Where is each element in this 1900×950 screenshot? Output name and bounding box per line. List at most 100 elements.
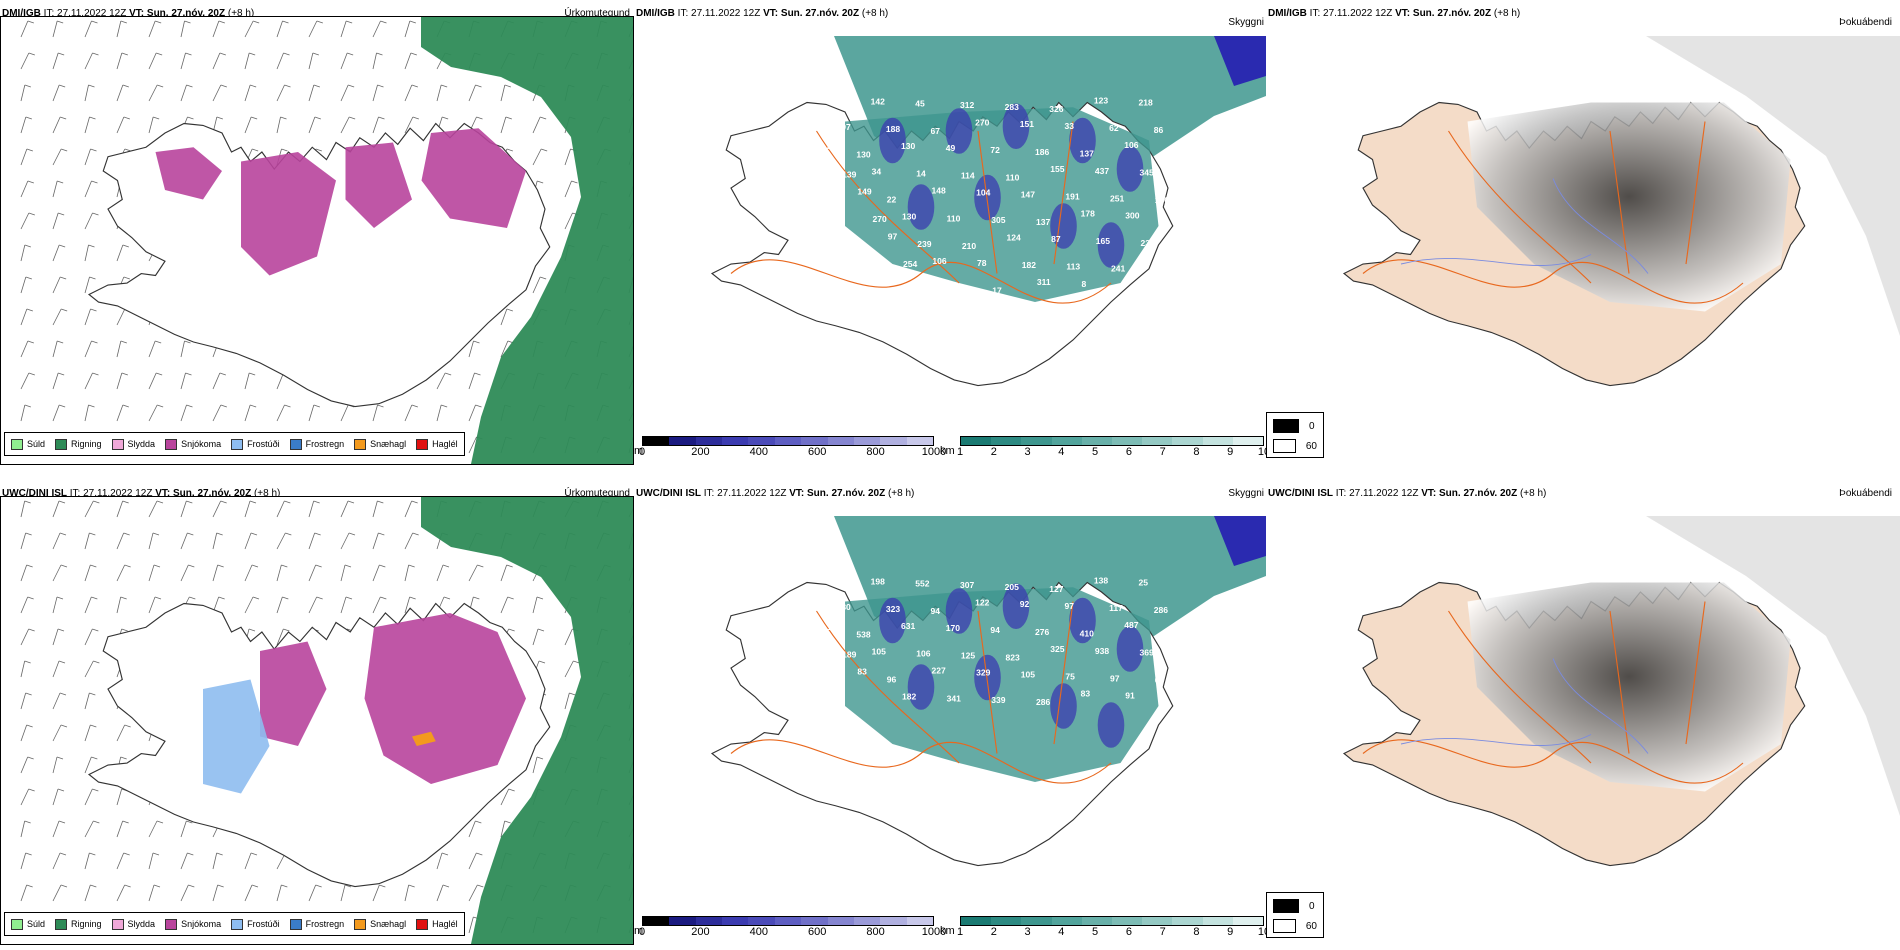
wind-barb-flag bbox=[28, 628, 35, 632]
wind-barb-flag bbox=[155, 20, 162, 24]
wind-barb-flag bbox=[61, 308, 68, 312]
wind-barb bbox=[212, 532, 218, 550]
scale-cell bbox=[774, 437, 802, 445]
wind-barb-flag bbox=[411, 500, 418, 504]
wind-barb-flag bbox=[27, 756, 34, 760]
wind-barb-flag bbox=[59, 852, 67, 856]
cloud-base-label: 323 bbox=[886, 604, 901, 614]
legend-label: Frostregn bbox=[305, 919, 345, 929]
cloud-base-label: 115 bbox=[828, 692, 842, 702]
cloud-base-label: 103 bbox=[826, 575, 841, 585]
cloud-base-label: 67 bbox=[1155, 675, 1165, 685]
wind-barb-flag bbox=[540, 116, 547, 120]
wind-barb-flag bbox=[186, 404, 193, 408]
wind-barb-flag bbox=[441, 852, 449, 856]
scale-cell bbox=[906, 437, 933, 445]
wind-barb-flag bbox=[345, 596, 353, 600]
cloud-base-label: 270 bbox=[873, 214, 888, 224]
legend-item: Súld bbox=[11, 918, 45, 930]
cloud-base-label: 110 bbox=[1006, 172, 1020, 182]
wind-barb-flag bbox=[89, 692, 96, 696]
cloud-base-label: 329 bbox=[976, 668, 991, 678]
wind-barb-flag bbox=[92, 788, 99, 792]
cloud-base-label: 127 bbox=[1049, 584, 1064, 594]
wind-barb bbox=[404, 20, 411, 38]
wind-barb bbox=[148, 404, 158, 422]
wind-barb bbox=[116, 404, 124, 422]
legend-item: Frostúði bbox=[231, 438, 280, 450]
wind-barb bbox=[468, 372, 475, 390]
wind-barb-flag bbox=[153, 116, 160, 120]
legend-swatch bbox=[55, 918, 68, 930]
scale-cell bbox=[1081, 437, 1113, 445]
cloud-base-patch bbox=[907, 664, 935, 710]
scale-tick: 0 bbox=[638, 926, 646, 938]
wind-barb bbox=[180, 564, 189, 582]
cloud-base-label: 94 bbox=[990, 625, 1000, 635]
legend-swatch bbox=[354, 918, 367, 930]
wind-barb-flag bbox=[314, 532, 321, 536]
wind-barb bbox=[340, 532, 350, 550]
iceland-group bbox=[1342, 581, 1806, 867]
cloud-base-label: 186 bbox=[1035, 147, 1050, 157]
cloud-base-label: 81 bbox=[843, 240, 853, 250]
wind-barb-flag bbox=[249, 372, 256, 376]
wind-barb bbox=[84, 660, 94, 678]
wind-barb-flag bbox=[250, 852, 258, 856]
fog-legend-label: 60 bbox=[1305, 920, 1317, 932]
cloud-base-label: 191 bbox=[1065, 191, 1080, 201]
scale-cell bbox=[643, 917, 670, 925]
cloud-base-label: 149 bbox=[857, 187, 872, 197]
scale-cell bbox=[1051, 437, 1082, 445]
wind-barb-flag bbox=[58, 820, 66, 824]
wind-barb bbox=[244, 404, 251, 422]
cloud-base-scale-row2: 0 200 400 600 800 1000 m bbox=[634, 916, 946, 938]
wind-barb-flag bbox=[476, 852, 483, 856]
wind-barb-flag bbox=[120, 756, 127, 760]
wind-barb-flag bbox=[25, 532, 32, 536]
wind-barb-flag bbox=[412, 532, 419, 536]
wind-barb-flag bbox=[282, 596, 289, 600]
scale-tick: 3 bbox=[1024, 446, 1031, 458]
cloud-base-label: 276 bbox=[1035, 627, 1050, 637]
wind-barb-flag bbox=[58, 500, 66, 504]
cloud-base-label: 97 bbox=[841, 122, 851, 132]
wind-barb-flag bbox=[377, 500, 384, 504]
cloud-base-label: 286 bbox=[1036, 697, 1051, 707]
panel-type-label: Skyggni bbox=[1228, 17, 1264, 28]
scale-cell bbox=[748, 437, 775, 445]
cloud-base-label: 147 bbox=[1021, 190, 1036, 200]
wind-barb bbox=[372, 596, 381, 614]
precip-map bbox=[0, 16, 634, 465]
wind-barb-flag bbox=[121, 628, 128, 632]
cloud-base-label: 106 bbox=[932, 256, 947, 266]
cloud-base-label: 49 bbox=[946, 143, 956, 153]
scale-cell bbox=[722, 437, 749, 445]
scale-tick: 2 bbox=[990, 446, 997, 458]
wind-barb bbox=[20, 660, 26, 678]
wind-barb-flag bbox=[218, 596, 225, 600]
cloud-base-label: 114 bbox=[961, 171, 975, 181]
wind-barb-flag bbox=[475, 820, 482, 824]
wind-barb-flag bbox=[475, 404, 482, 408]
cloud-base-label: 326 bbox=[1049, 104, 1064, 114]
wind-barb-flag bbox=[349, 116, 356, 120]
rain-area bbox=[421, 17, 633, 464]
wind-barb-flag bbox=[26, 308, 33, 312]
wind-barb bbox=[52, 532, 61, 550]
scale-tick: 9 bbox=[1227, 446, 1234, 458]
legend-label: Slydda bbox=[127, 439, 156, 449]
wind-barb-flag bbox=[443, 596, 451, 600]
fog-panel-row2: UWC/DINI ISL IT: 27.11.2022 12Z VT: Sun.… bbox=[1266, 480, 1900, 950]
wind-barb bbox=[340, 20, 347, 38]
cloud-base-label: 106 bbox=[1124, 140, 1139, 150]
panel-header: DMI/IGB IT: 27.11.2022 12Z VT: Sun. 27.n… bbox=[636, 8, 889, 19]
wind-barb-flag bbox=[156, 500, 164, 504]
scale-cell bbox=[1112, 437, 1143, 445]
wind-barb-flag bbox=[219, 372, 226, 376]
cloud-base-label: 137 bbox=[1080, 149, 1095, 159]
wind-barb bbox=[500, 788, 510, 806]
cloud-map: 103 198 552 307 205 127 138 25 80 323 94 122 92 97 117… bbox=[634, 516, 1266, 916]
wind-barb bbox=[52, 372, 59, 390]
wind-barb bbox=[20, 212, 30, 230]
